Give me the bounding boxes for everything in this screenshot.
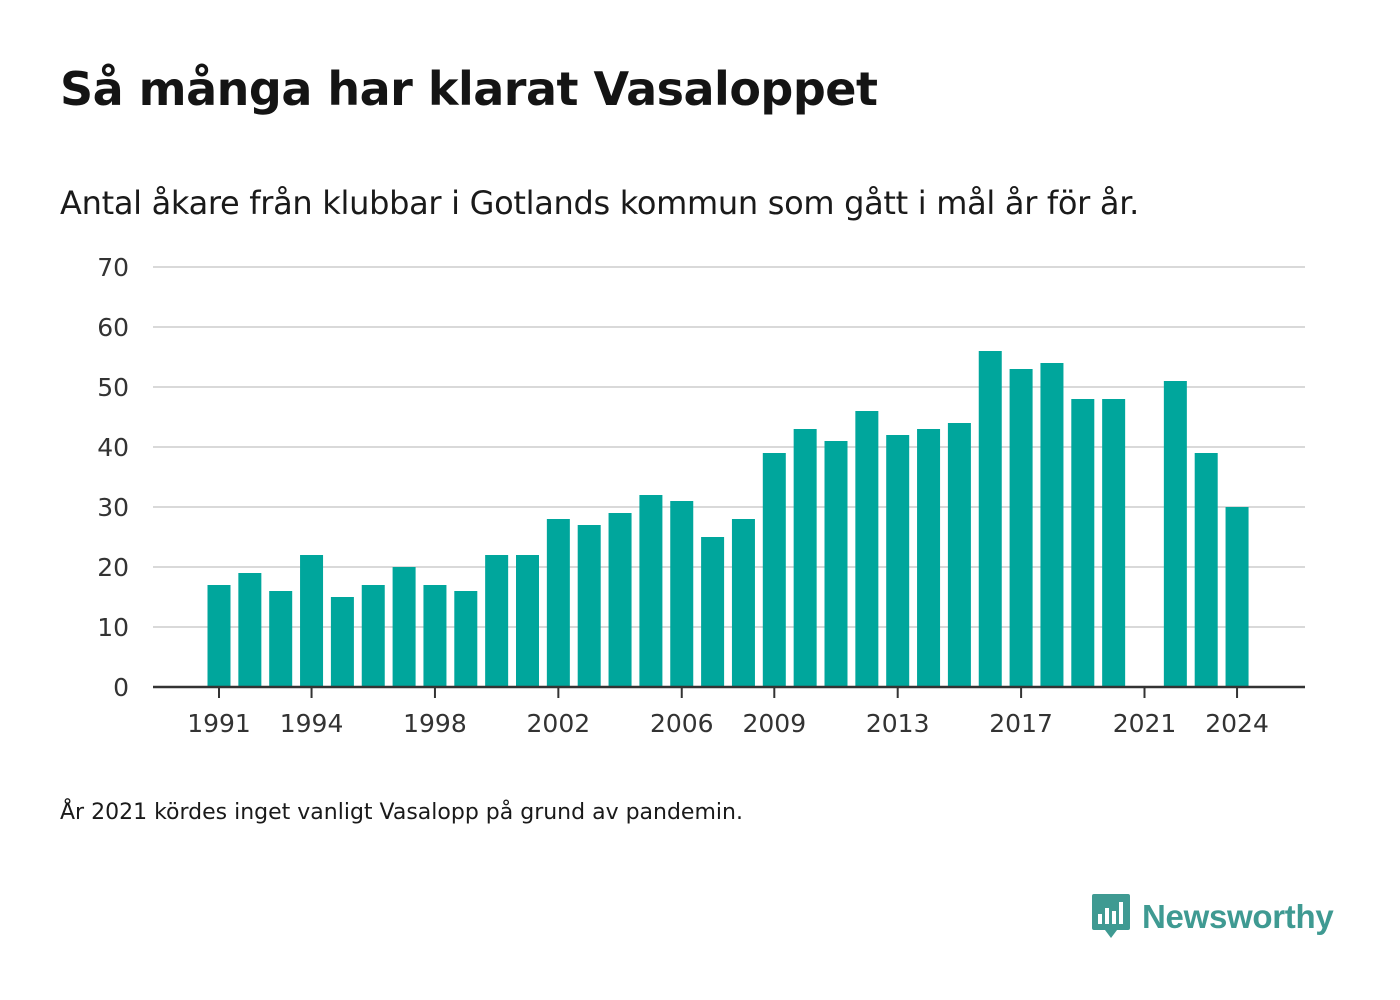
y-tick-label: 50: [97, 373, 129, 402]
bar-2013: [886, 435, 910, 687]
x-tick-label: 2002: [527, 709, 591, 738]
y-tick-label: 60: [97, 313, 129, 342]
bar-2022: [1163, 381, 1187, 687]
bar-2018: [1040, 363, 1064, 687]
bar-2001: [516, 555, 539, 687]
bar-2012: [855, 411, 879, 687]
bar-1993: [269, 591, 293, 687]
bar-2020: [1102, 399, 1126, 687]
bar-2019: [1071, 399, 1095, 687]
bar-2007: [701, 537, 725, 687]
brand-name: Newsworthy: [1142, 898, 1334, 935]
x-tick-label: 2021: [1113, 709, 1177, 738]
y-tick-label: 10: [97, 613, 129, 642]
bar-2006: [670, 501, 694, 687]
newsworthy-logo: Newsworthy: [1090, 892, 1334, 942]
x-tick-label: 2017: [989, 709, 1053, 738]
bar-1992: [238, 573, 262, 687]
bar-2003: [577, 525, 601, 687]
x-tick-label: 1991: [187, 709, 251, 738]
y-tick-label: 70: [97, 253, 129, 282]
bar-2015: [947, 423, 971, 687]
bar-chart: 0 10 20 30 40 50 60 70 1991 1994 1998 2002 2006 2009 2…: [97, 253, 1305, 738]
footnote: År 2021 kördes inget vanligt Vasalopp på…: [60, 800, 743, 825]
bar-1994: [300, 555, 324, 687]
bar-2016: [978, 351, 1002, 687]
y-tick-label: 0: [113, 673, 129, 702]
chart-title: Så många har klarat Vasaloppet: [60, 62, 878, 116]
y-tick-label: 40: [97, 433, 129, 462]
bar-2000: [485, 555, 509, 687]
chart-subtitle: Antal åkare från klubbar i Gotlands komm…: [60, 184, 1140, 222]
x-tick-label: 2009: [742, 709, 806, 738]
bar-2017: [1009, 369, 1033, 687]
x-tick-label: 2013: [866, 709, 930, 738]
x-tick-label: 1994: [280, 709, 344, 738]
x-tick-label: 1998: [403, 709, 467, 738]
bar-2024: [1225, 507, 1249, 687]
bar-2011: [824, 441, 848, 687]
bar-2005: [639, 495, 663, 687]
bar-1996: [361, 585, 385, 687]
bar-1999: [454, 591, 478, 687]
bar-2008: [731, 519, 755, 687]
newsworthy-logo-icon: [1092, 894, 1130, 938]
bar-2002: [546, 519, 570, 687]
x-tick-label: 2024: [1205, 709, 1269, 738]
bar-1995: [330, 597, 354, 687]
bar-1998: [423, 585, 447, 687]
y-tick-label: 30: [97, 493, 129, 522]
y-tick-label: 20: [97, 553, 129, 582]
bar-2010: [793, 429, 817, 687]
bar-2004: [608, 513, 632, 687]
bar-1991: [207, 585, 231, 687]
bar-2023: [1194, 453, 1218, 687]
bar-1997: [392, 567, 416, 687]
x-tick-label: 2006: [650, 709, 714, 738]
bar-2014: [917, 429, 941, 687]
bar-2009: [762, 453, 786, 687]
